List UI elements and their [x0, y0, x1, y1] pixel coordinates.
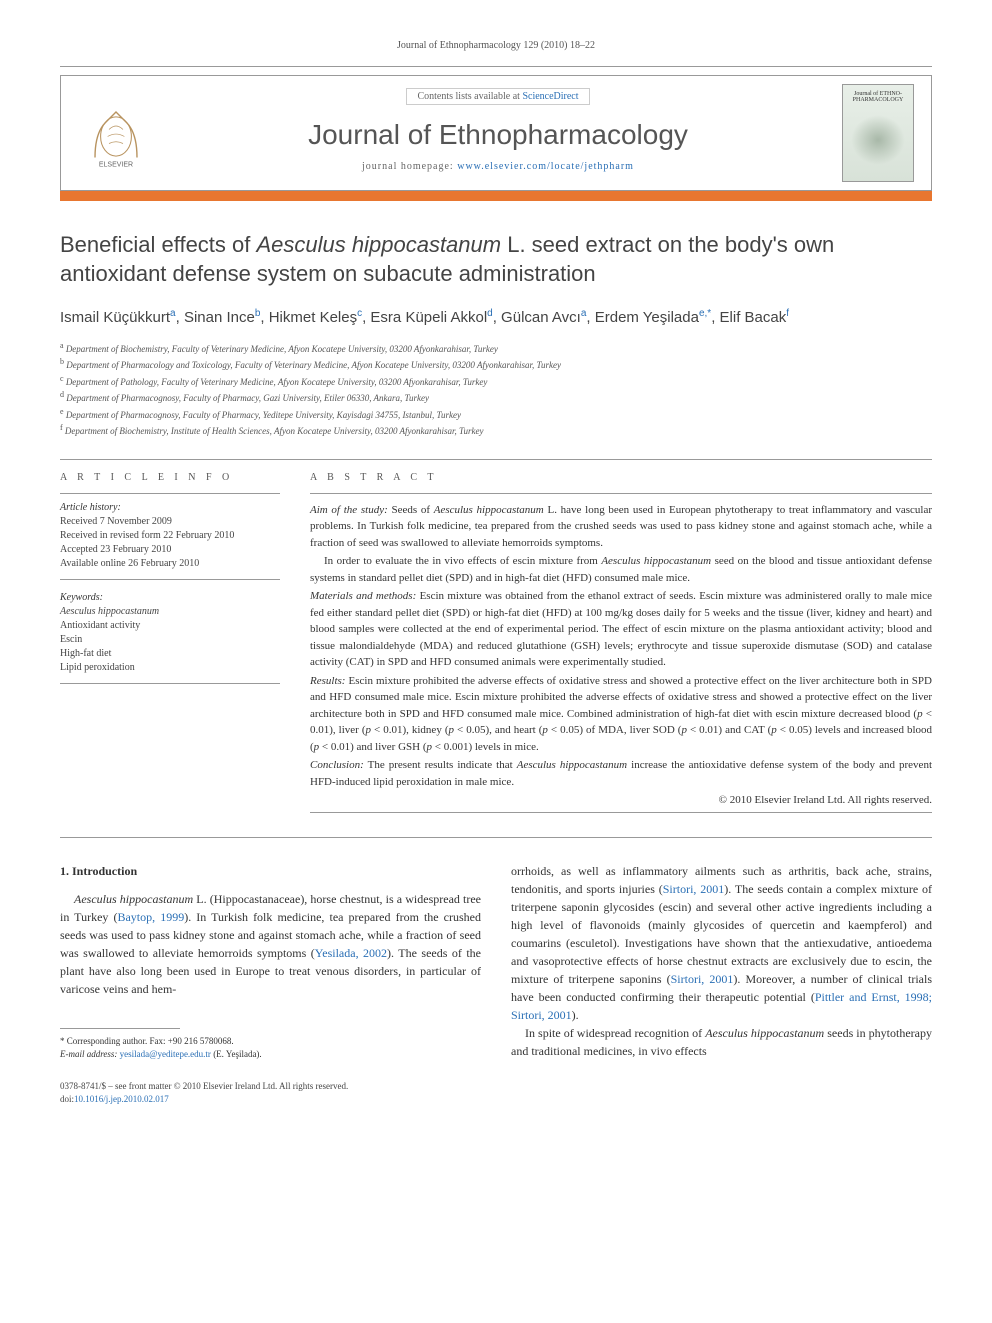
- svg-text:ELSEVIER: ELSEVIER: [99, 162, 133, 168]
- top-divider: [60, 66, 932, 67]
- email-line: E-mail address: yesilada@yeditepe.edu.tr…: [60, 1048, 481, 1061]
- abstract-divider: [310, 493, 932, 494]
- homepage-line: journal homepage: www.elsevier.com/locat…: [171, 161, 825, 172]
- email-link[interactable]: yesilada@yeditepe.edu.tr: [120, 1049, 211, 1059]
- issn-line: 0378-8741/$ – see front matter © 2010 El…: [60, 1080, 481, 1093]
- body-para-left: Aesculus hippocastanum L. (Hippocastanac…: [60, 890, 481, 998]
- keyword-items: Aesculus hippocastanumAntioxidant activi…: [60, 605, 280, 675]
- abstract-paragraph: Conclusion: The present results indicate…: [310, 757, 932, 790]
- body-divider: [60, 837, 932, 838]
- abstract-paragraph: Aim of the study: Seeds of Aesculus hipp…: [310, 502, 932, 552]
- history-item: Accepted 23 February 2010: [60, 543, 280, 557]
- keywords-divider-bottom: [60, 683, 280, 684]
- affiliation-item: e Department of Pharmacognosy, Faculty o…: [60, 406, 932, 423]
- keyword-item: High-fat diet: [60, 647, 280, 661]
- affiliations-list: a Department of Biochemistry, Faculty of…: [60, 340, 932, 439]
- doi-prefix: doi:: [60, 1094, 74, 1104]
- body-para-right-2: In spite of widespread recognition of Ae…: [511, 1024, 932, 1060]
- body-column-right: orrhoids, as well as inflammatory ailmen…: [511, 862, 932, 1105]
- footnote-divider: [60, 1028, 180, 1029]
- meta-row: A R T I C L E I N F O Article history: R…: [60, 472, 932, 826]
- contents-available-line: Contents lists available at ScienceDirec…: [406, 88, 589, 105]
- email-suffix: (E. Yeşilada).: [211, 1049, 262, 1059]
- history-item: Received 7 November 2009: [60, 515, 280, 529]
- sciencedirect-link[interactable]: ScienceDirect: [522, 91, 578, 102]
- journal-cover-thumbnail: Journal of ETHNO- PHARMACOLOGY: [842, 84, 914, 182]
- cover-thumb-cell: Journal of ETHNO- PHARMACOLOGY: [825, 76, 931, 190]
- abstract-label: A B S T R A C T: [310, 472, 932, 483]
- affiliation-item: d Department of Pharmacognosy, Faculty o…: [60, 389, 932, 406]
- doi-line: doi:10.1016/j.jep.2010.02.017: [60, 1093, 481, 1106]
- body-column-left: 1. Introduction Aesculus hippocastanum L…: [60, 862, 481, 1105]
- affiliation-item: b Department of Pharmacology and Toxicol…: [60, 356, 932, 373]
- history-label: Article history:: [60, 502, 280, 513]
- journal-name: Journal of Ethnopharmacology: [171, 119, 825, 151]
- history-items: Received 7 November 2009Received in revi…: [60, 515, 280, 571]
- section-heading-intro: 1. Introduction: [60, 862, 481, 880]
- body-columns: 1. Introduction Aesculus hippocastanum L…: [60, 862, 932, 1105]
- abstract-column: A B S T R A C T Aim of the study: Seeds …: [310, 472, 932, 826]
- keyword-item: Aesculus hippocastanum: [60, 605, 280, 619]
- homepage-prefix: journal homepage:: [362, 161, 457, 172]
- corr-label: * Corresponding author. Fax: +90 216 578…: [60, 1035, 481, 1048]
- keyword-item: Antioxidant activity: [60, 619, 280, 633]
- author-list: Ismail Küçükkurta, Sinan Inceb, Hikmet K…: [60, 306, 932, 330]
- accent-bar: [60, 191, 932, 201]
- abstract-text: Aim of the study: Seeds of Aesculus hipp…: [310, 502, 932, 791]
- body-para-right-1: orrhoids, as well as inflammatory ailmen…: [511, 862, 932, 1024]
- history-item: Available online 26 February 2010: [60, 557, 280, 571]
- abstract-paragraph: In order to evaluate the in vivo effects…: [310, 553, 932, 586]
- abstract-paragraph: Materials and methods: Escin mixture was…: [310, 588, 932, 671]
- bottom-meta: 0378-8741/$ – see front matter © 2010 El…: [60, 1080, 481, 1105]
- keyword-item: Escin: [60, 633, 280, 647]
- meta-divider-top: [60, 459, 932, 460]
- history-item: Received in revised form 22 February 201…: [60, 529, 280, 543]
- affiliation-item: f Department of Biochemistry, Institute …: [60, 422, 932, 439]
- journal-banner: ELSEVIER Contents lists available at Sci…: [60, 75, 932, 191]
- article-info-column: A R T I C L E I N F O Article history: R…: [60, 472, 280, 826]
- copyright-line: © 2010 Elsevier Ireland Ltd. All rights …: [310, 794, 932, 806]
- keywords-label: Keywords:: [60, 592, 280, 603]
- email-label: E-mail address:: [60, 1049, 120, 1059]
- keyword-item: Lipid peroxidation: [60, 661, 280, 675]
- affiliation-item: c Department of Pathology, Faculty of Ve…: [60, 373, 932, 390]
- affiliation-item: a Department of Biochemistry, Faculty of…: [60, 340, 932, 357]
- publisher-logo-cell: ELSEVIER: [61, 76, 171, 190]
- article-title: Beneficial effects of Aesculus hippocast…: [60, 231, 932, 288]
- abstract-divider-bottom: [310, 812, 932, 813]
- article-info-label: A R T I C L E I N F O: [60, 472, 280, 483]
- article-info-divider: [60, 493, 280, 494]
- abstract-paragraph: Results: Escin mixture prohibited the ad…: [310, 673, 932, 756]
- keywords-divider: [60, 579, 280, 580]
- contents-prefix: Contents lists available at: [417, 91, 522, 102]
- corresponding-author-note: * Corresponding author. Fax: +90 216 578…: [60, 1035, 481, 1060]
- elsevier-logo-icon: ELSEVIER: [81, 98, 151, 168]
- banner-center: Contents lists available at ScienceDirec…: [171, 76, 825, 190]
- homepage-link[interactable]: www.elsevier.com/locate/jethpharm: [457, 161, 634, 172]
- running-header: Journal of Ethnopharmacology 129 (2010) …: [60, 40, 932, 51]
- doi-link[interactable]: 10.1016/j.jep.2010.02.017: [74, 1094, 169, 1104]
